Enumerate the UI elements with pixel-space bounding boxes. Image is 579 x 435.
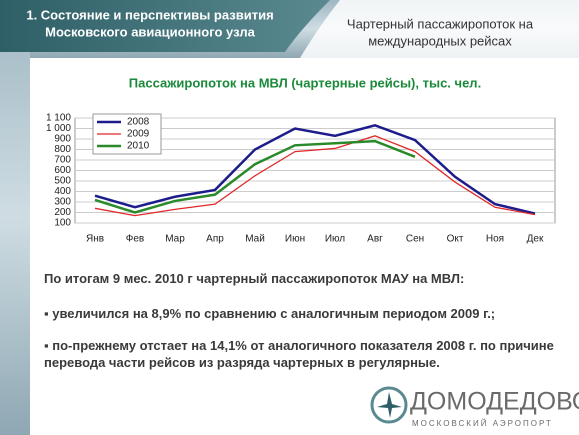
logo-name: ДОМОДЕДОВО [410, 388, 579, 416]
series-line [94, 139, 416, 214]
header-title: Московского авиационного узла [45, 24, 255, 39]
y-tick-label: 1 000 [46, 123, 71, 134]
x-tick-label: Окт [447, 234, 464, 245]
chart-title: Пассажиропоток на МВЛ (чартерные рейсы),… [129, 75, 481, 90]
x-tick-label: Фев [126, 234, 144, 245]
x-tick-label: Янв [86, 234, 104, 245]
series-line [94, 135, 536, 217]
header-right [300, 0, 579, 58]
y-tick-label: 600 [54, 165, 71, 176]
header-band [0, 0, 330, 52]
legend-label: 2009 [127, 129, 150, 140]
x-tick-label: Дек [527, 234, 544, 245]
y-tick-label: 900 [54, 134, 71, 145]
header-subtitle: международных рейсах [368, 33, 512, 48]
logo-plane [377, 392, 402, 418]
x-tick-label: Июл [325, 234, 345, 245]
y-tick-label: 500 [54, 176, 71, 187]
header-title: 1. Состояние и перспективы развития [26, 7, 273, 22]
x-tick-label: Ноя [486, 234, 504, 245]
y-tick-label: 100 [54, 218, 71, 229]
y-tick-label: 1 100 [46, 113, 71, 124]
bullet: по-прежнему отстает на 14,1% от аналогич… [44, 337, 564, 371]
legend-label: 2010 [127, 141, 150, 152]
y-tick-label: 200 [54, 207, 71, 218]
logo-ring [370, 386, 408, 424]
x-tick-label: Мар [165, 234, 185, 245]
logo: ДОМОДЕДОВО МОСКОВСКИЙ АЭРОПОРТ [370, 386, 579, 428]
logo-tagline: МОСКОВСКИЙ АЭРОПОРТ [412, 419, 553, 428]
x-tick-label: Июн [285, 234, 305, 245]
y-tick-label: 800 [54, 144, 71, 155]
x-tick-label: Авг [367, 234, 383, 245]
y-tick-label: 700 [54, 155, 71, 166]
x-tick-label: Сен [406, 234, 424, 245]
x-tick-label: Май [245, 234, 265, 245]
series-line [94, 124, 536, 215]
y-tick-label: 300 [54, 197, 71, 208]
legend-label: 2008 [127, 117, 150, 128]
side-strip [0, 0, 30, 435]
lead-text: По итогам 9 мес. 2010 г чартерный пассаж… [44, 271, 465, 286]
x-tick-label: Апр [206, 234, 224, 245]
y-tick-label: 400 [54, 186, 71, 197]
bullet: увеличился на 8,9% по сравнению с аналог… [44, 305, 564, 322]
header-subtitle: Чартерный пассажиропоток на [347, 16, 534, 31]
